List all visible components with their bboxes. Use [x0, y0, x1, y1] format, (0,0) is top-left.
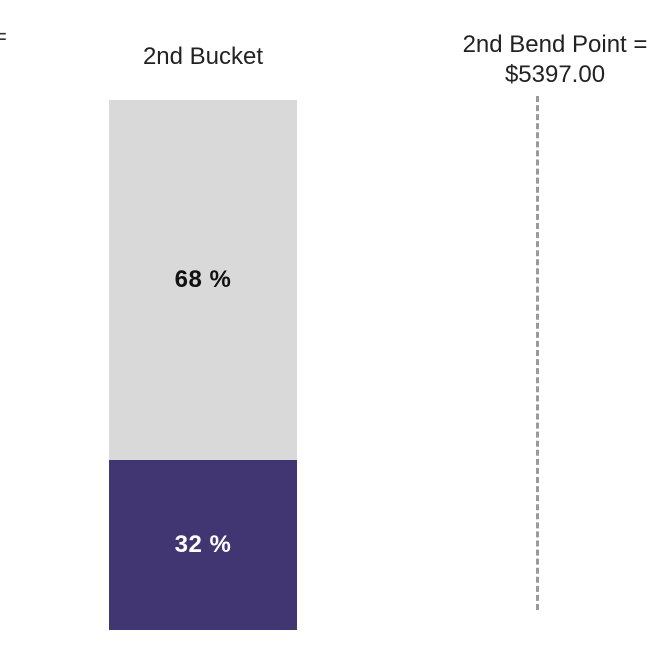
stacked-bar: 32 % 68 %: [109, 100, 297, 630]
bend-point-label: 2nd Bend Point = $5397.00: [425, 30, 667, 90]
bar-segment-label: 68 %: [174, 266, 232, 293]
bucket-title: 2nd Bucket: [142, 43, 264, 70]
bend-point-value: $5397.00: [504, 61, 606, 88]
bend-point-title: 2nd Bend Point =: [462, 31, 648, 58]
bend-point-dashed-line: [536, 96, 539, 610]
bar-segment-32-percent: 32 %: [109, 460, 297, 630]
bar-segment-label: 32 %: [174, 531, 232, 558]
bar-segment-68-percent: 68 %: [109, 100, 297, 460]
cropped-label-fragment: =: [0, 24, 7, 49]
